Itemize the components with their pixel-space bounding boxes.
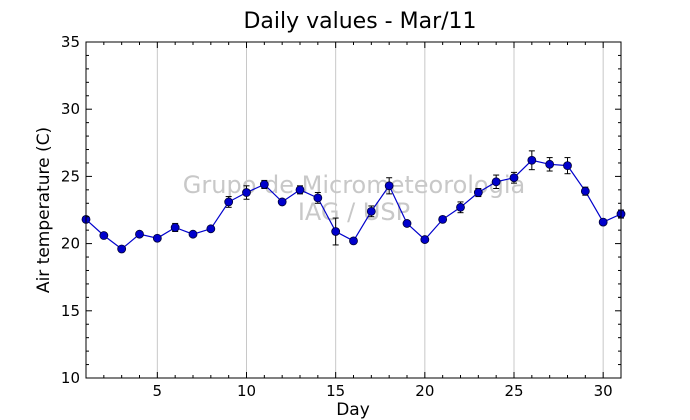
x-tick-label: 20 xyxy=(415,382,434,400)
watermark-line-2: IAG / USP xyxy=(298,198,410,226)
data-point xyxy=(473,188,483,197)
chart-title: Daily values - Mar/11 xyxy=(243,9,476,34)
y-tick-label: 25 xyxy=(61,167,80,185)
data-point xyxy=(224,197,234,207)
data-point xyxy=(580,186,590,196)
grid xyxy=(156,42,604,378)
data-point xyxy=(598,217,608,227)
data-point xyxy=(259,180,269,189)
data-point xyxy=(188,229,198,239)
data-point xyxy=(545,159,555,169)
data-point xyxy=(152,233,162,243)
data-point xyxy=(313,193,323,203)
data-point xyxy=(509,173,519,183)
data-point xyxy=(366,206,376,216)
ticks: 5 10 15 20 25 30 10 15 20 25 30 35 xyxy=(61,33,622,400)
x-tick-label: 30 xyxy=(594,382,613,400)
x-tick-label: 5 xyxy=(153,382,163,400)
data-point xyxy=(402,219,412,228)
x-tick-label: 15 xyxy=(326,382,345,400)
data-point xyxy=(242,188,251,197)
y-tick-label: 30 xyxy=(61,100,80,118)
x-axis-label: Day xyxy=(336,400,370,420)
y-tick-label: 20 xyxy=(61,235,80,253)
data-point xyxy=(206,224,216,234)
data-point xyxy=(277,197,287,207)
series xyxy=(81,150,626,254)
data-point xyxy=(99,231,109,240)
y-tick-label: 35 xyxy=(61,33,80,51)
data-point xyxy=(135,229,144,239)
x-tick-label: 25 xyxy=(504,382,523,400)
data-point xyxy=(456,202,465,212)
data-point xyxy=(384,181,394,191)
x-tick-label: 10 xyxy=(237,382,256,400)
y-axis-label: Air temperature (C) xyxy=(34,127,54,293)
data-point xyxy=(117,244,127,254)
data-point xyxy=(563,161,572,171)
data-point xyxy=(349,236,358,246)
watermark: Grupo de Micrometeorologia IAG / USP xyxy=(183,171,525,226)
y-tick-label: 10 xyxy=(61,369,80,387)
data-point xyxy=(295,185,305,195)
data-point xyxy=(420,235,430,244)
data-point xyxy=(170,223,180,232)
data-point xyxy=(527,155,537,165)
data-point xyxy=(331,227,341,236)
data-point xyxy=(438,215,448,224)
data-point xyxy=(491,177,501,187)
watermark-line-1: Grupo de Micrometeorologia xyxy=(183,171,525,199)
y-tick-label: 15 xyxy=(61,302,80,320)
